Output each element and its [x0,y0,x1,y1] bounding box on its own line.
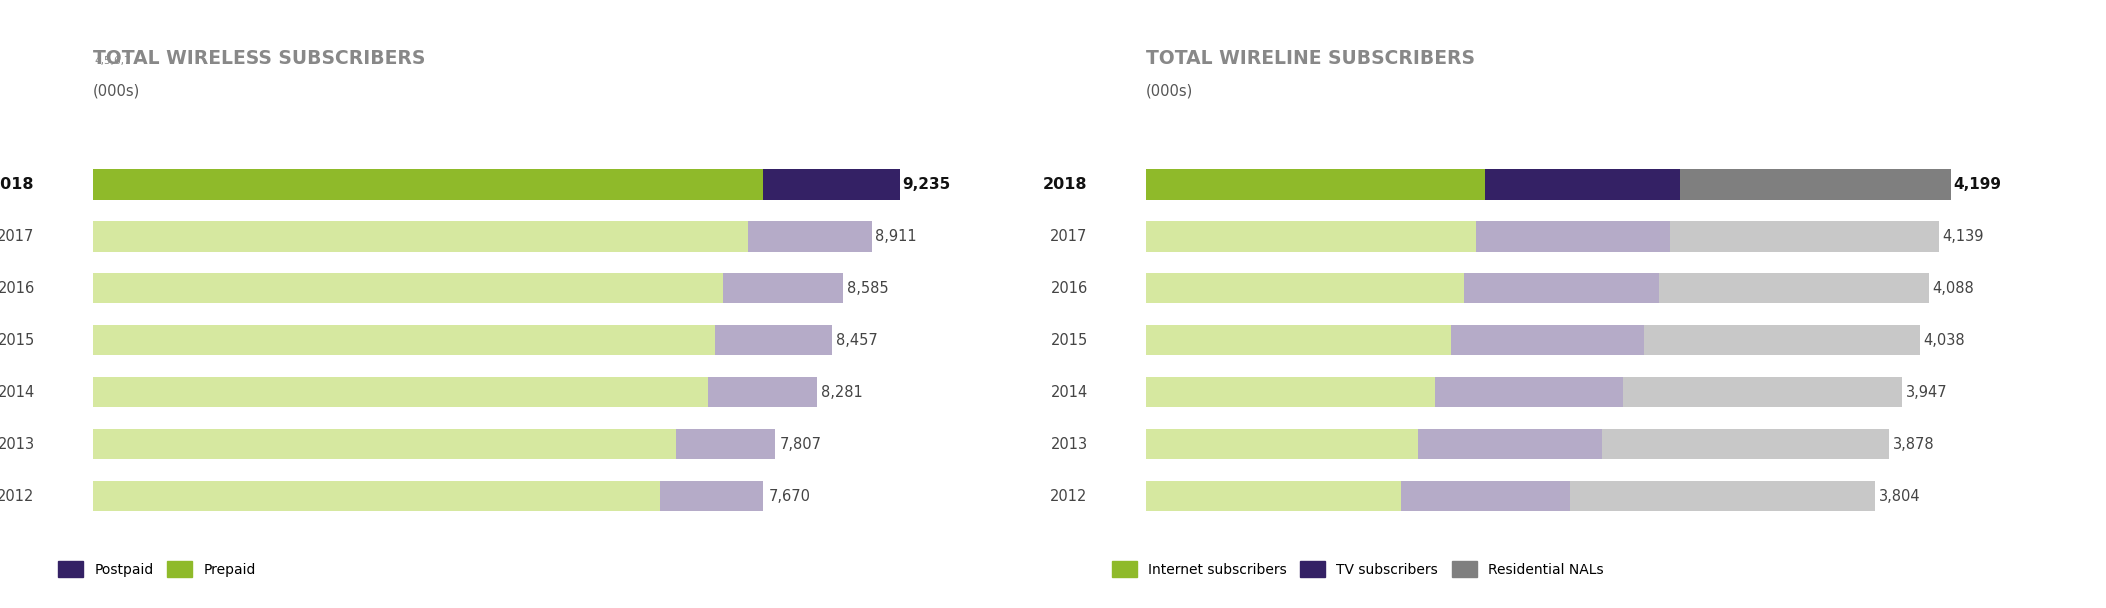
Bar [1146,221,1476,252]
Bar [1660,274,1929,303]
Text: 2012: 2012 [0,489,34,504]
Text: 9,235: 9,235 [903,177,950,192]
Text: 4,199: 4,199 [1952,177,2001,192]
Bar [764,170,899,199]
Bar [93,274,722,303]
Text: TOTAL WIRELESS SUBSCRIBERS: TOTAL WIRELESS SUBSCRIBERS [93,49,432,67]
Bar [1146,429,1417,460]
Text: (000s): (000s) [1146,84,1194,98]
Bar [1571,481,1874,511]
Bar [1464,274,1660,303]
Text: 4,038: 4,038 [1923,333,1965,348]
Text: TOTAL WIRELINE SUBSCRIBERS: TOTAL WIRELINE SUBSCRIBERS [1146,49,1474,67]
Text: 2013: 2013 [1051,437,1087,452]
Bar [1624,377,1902,407]
Text: 2015: 2015 [0,333,34,348]
Text: 3,804: 3,804 [1879,489,1921,504]
Text: 2015: 2015 [1051,333,1087,348]
Text: TOTAL WIRELESS SUBSCRIBERS: TOTAL WIRELESS SUBSCRIBERS [93,49,425,67]
Text: 7,807: 7,807 [779,437,821,452]
Text: 3,947: 3,947 [1906,385,1948,400]
Bar [716,325,832,356]
Bar [93,377,708,407]
Text: 2017: 2017 [0,229,34,244]
Bar [93,170,764,199]
Text: 8,281: 8,281 [821,385,863,400]
Text: 2014: 2014 [0,385,34,400]
Legend: Postpaid, Prepaid: Postpaid, Prepaid [59,561,255,577]
Text: 2012: 2012 [1051,489,1087,504]
Bar [1485,170,1681,199]
Text: (000s): (000s) [93,84,139,98]
Bar [1603,429,1889,460]
Bar [1417,429,1603,460]
Legend: Internet subscribers, TV subscribers, Residential NALs: Internet subscribers, TV subscribers, Re… [1112,561,1605,577]
Bar [1146,170,1485,199]
Bar [93,221,748,252]
Bar [93,481,661,511]
Bar [1476,221,1670,252]
Bar [1681,170,1950,199]
Bar [661,481,764,511]
Bar [1400,481,1571,511]
Text: 4,139: 4,139 [1942,229,1984,244]
Bar [676,429,775,460]
Bar [1146,377,1436,407]
Bar [1146,325,1451,356]
Bar [708,377,817,407]
Text: 2017: 2017 [1051,229,1087,244]
Text: 7,670: 7,670 [769,489,811,504]
Text: 8,457: 8,457 [836,333,878,348]
Bar [1645,325,1921,356]
Bar [1436,377,1624,407]
Bar [93,429,676,460]
Text: 3,878: 3,878 [1893,437,1935,452]
Text: 2016: 2016 [1051,281,1087,296]
Text: 2018: 2018 [0,177,34,192]
Text: 8,911: 8,911 [874,229,916,244]
Text: 8,585: 8,585 [847,281,889,296]
Bar [748,221,872,252]
Bar [93,325,716,356]
Text: 2016: 2016 [0,281,34,296]
Bar [1451,325,1645,356]
Text: 2014: 2014 [1051,385,1087,400]
Text: 2018: 2018 [1042,177,1087,192]
Text: 4,5,6,7: 4,5,6,7 [95,56,131,66]
Bar [722,274,842,303]
Bar [1146,481,1400,511]
Bar [1146,274,1464,303]
Text: 4,088: 4,088 [1933,281,1973,296]
Bar [1670,221,1940,252]
Text: 2013: 2013 [0,437,34,452]
